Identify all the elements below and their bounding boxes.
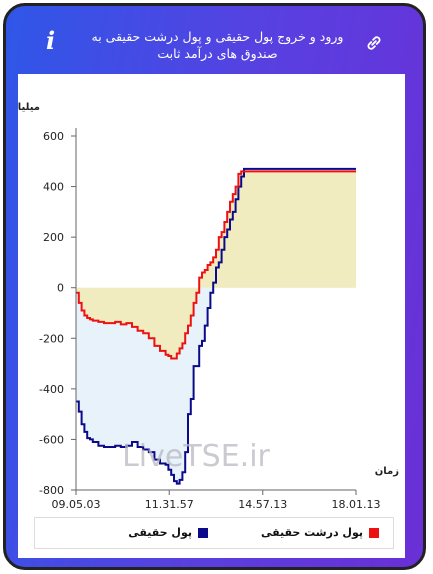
y-tick-label: 400 [43, 181, 64, 194]
legend-swatch-red [369, 527, 379, 538]
x-tick-label: 09.05.03 [52, 498, 101, 511]
info-icon[interactable]: i [46, 26, 56, 55]
legend-item-real: پول حقیقی [128, 526, 208, 539]
watermark-text: LiveTSE.ir [122, 439, 270, 474]
link-icon[interactable] [363, 32, 385, 54]
y-tick-label: -400 [39, 383, 64, 396]
x-tick-label: 18.01.13 [332, 498, 381, 511]
legend-label-big-real: پول درشت حقیقی [260, 526, 363, 539]
x-tick-label: 14.57.13 [238, 498, 287, 511]
chart-legend: پول درشت حقیقی پول حقیقی [34, 517, 394, 549]
series-line-real [76, 167, 356, 485]
y-tick-label: -800 [39, 484, 64, 497]
y-axis-title: میلیارد تومان [18, 102, 40, 113]
y-tick-label: 600 [43, 130, 64, 143]
x-axis-title: زمان [375, 466, 399, 477]
card-header: ورود و خروج پول حقیقی و پول درشت حقیقی ب… [6, 6, 423, 80]
legend-item-big-real: پول درشت حقیقی [261, 526, 379, 539]
y-tick-label: 0 [57, 282, 64, 295]
y-tick-label: -600 [39, 433, 64, 446]
x-tick-label: 11.31.57 [145, 498, 194, 511]
chart-panel: 600 400 200 0 -200 -400 -600 -800 09.05.03 11.31.… [0, 74, 405, 558]
legend-swatch-blue [198, 527, 208, 538]
y-tick-label: 200 [43, 231, 64, 244]
y-tick-label: -200 [39, 332, 64, 345]
card-title: ورود و خروج پول حقیقی و پول درشت حقیقی ب… [91, 29, 344, 61]
series-area-big-real [76, 171, 356, 359]
legend-label-real: پول حقیقی [128, 526, 192, 539]
series-line-big-real [76, 170, 356, 360]
